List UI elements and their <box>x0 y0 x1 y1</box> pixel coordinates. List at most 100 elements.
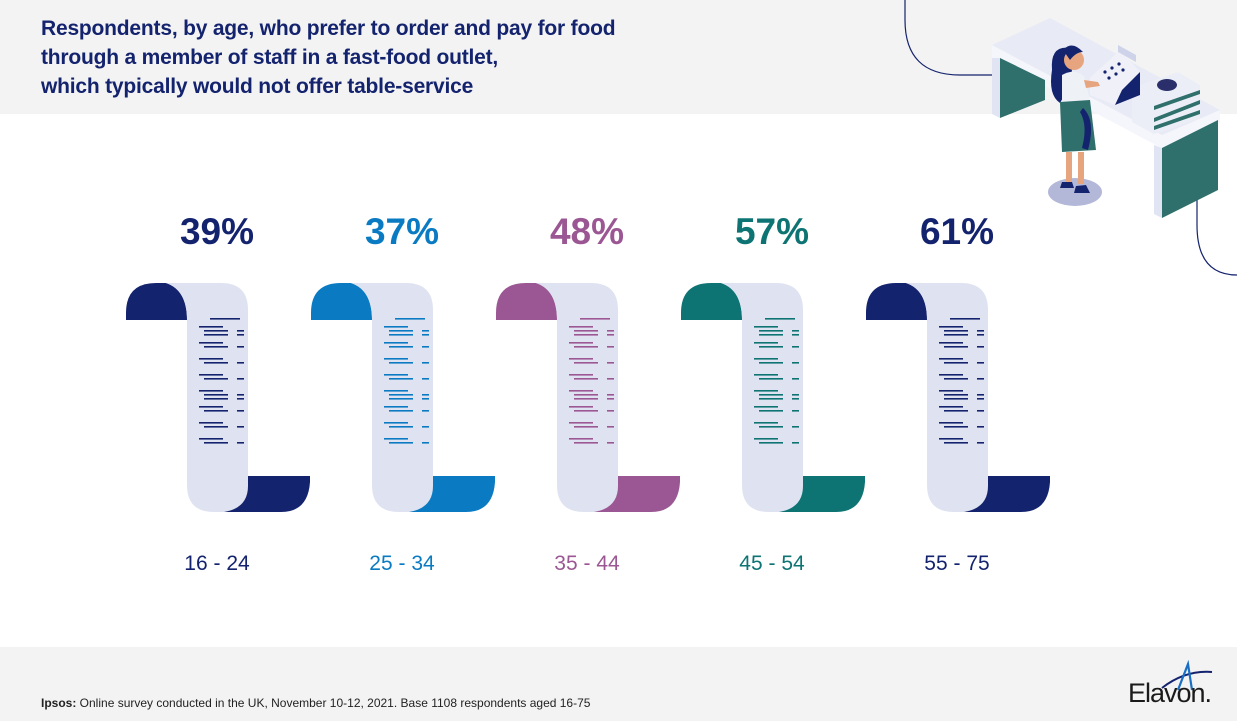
logo-swoosh-icon <box>1161 660 1213 691</box>
receipt-line <box>759 330 783 332</box>
receipt-line <box>204 378 228 380</box>
receipt-line <box>939 342 963 344</box>
receipt-price <box>977 330 984 332</box>
receipt-line <box>944 378 968 380</box>
receipt-line <box>199 390 223 392</box>
category-label: 45 - 54 <box>739 552 805 575</box>
logo-text: Elavon. <box>1128 678 1212 708</box>
receipt-price <box>977 334 984 336</box>
receipt-line <box>574 442 598 444</box>
receipt-line <box>384 390 408 392</box>
receipt-line <box>759 410 783 412</box>
receipt-price <box>237 394 244 396</box>
receipt-line <box>204 442 228 444</box>
receipt-line <box>389 442 413 444</box>
counter-right-leg <box>1162 120 1218 218</box>
receipt-line <box>939 374 963 376</box>
receipt-price <box>607 334 614 336</box>
receipt-price <box>607 410 614 412</box>
value-label: 39% <box>180 211 254 252</box>
receipt-price <box>237 442 244 444</box>
receipt-header-line <box>210 318 240 320</box>
receipt-line <box>384 374 408 376</box>
counter-left-panel <box>1000 58 1045 118</box>
receipt-line <box>574 330 598 332</box>
receipt-paper <box>526 283 618 512</box>
receipt-line <box>759 394 783 396</box>
receipt-line <box>754 406 778 408</box>
receipt-line <box>754 326 778 328</box>
receipt-line <box>204 394 228 396</box>
receipt-price <box>237 362 244 364</box>
decorative-curve-bottom <box>1196 200 1237 276</box>
receipt-price <box>977 378 984 380</box>
value-label: 61% <box>920 211 994 252</box>
receipt-line <box>389 378 413 380</box>
receipt-header-line <box>580 318 610 320</box>
receipt-line <box>754 342 778 344</box>
receipt-price <box>792 426 799 428</box>
receipt-price <box>792 362 799 364</box>
receipt-line <box>759 442 783 444</box>
receipt-bottom-tab <box>779 476 865 512</box>
receipt-line <box>574 346 598 348</box>
stack-stripe-2 <box>1154 90 1200 110</box>
receipt-line <box>384 422 408 424</box>
receipt-line <box>389 426 413 428</box>
title-line-2: through a member of staff in a fast-food… <box>41 46 499 69</box>
receipt-price <box>237 334 244 336</box>
receipt-line <box>389 394 413 396</box>
receipt-line <box>574 362 598 364</box>
receipt-price <box>792 394 799 396</box>
receipt-price <box>977 442 984 444</box>
decorative-curve-top <box>904 0 995 76</box>
receipt-line <box>569 390 593 392</box>
receipt-price <box>607 346 614 348</box>
receipt-line <box>384 358 408 360</box>
receipt-price <box>237 426 244 428</box>
receipt-line <box>574 394 598 396</box>
receipt-line <box>574 398 598 400</box>
receipt-line <box>199 406 223 408</box>
category-label: 55 - 75 <box>924 552 989 575</box>
receipt-line <box>389 346 413 348</box>
receipt-line <box>389 398 413 400</box>
receipt-line <box>944 442 968 444</box>
receipts-group: 39% 16 - 24 37% 25 - 34 48% 35 - 44 57% 45 - 54… <box>126 211 1050 575</box>
receipt-price <box>607 398 614 400</box>
receipt-line <box>754 422 778 424</box>
receipt-price <box>422 378 429 380</box>
receipt-line <box>569 342 593 344</box>
receipt-top-curl <box>496 283 557 320</box>
receipt-line <box>569 438 593 440</box>
receipt-line <box>759 346 783 348</box>
receipt-price <box>237 410 244 412</box>
receipt-price <box>977 346 984 348</box>
receipt-price <box>607 330 614 332</box>
receipt-price <box>422 334 429 336</box>
receipt-line <box>759 398 783 400</box>
receipt-price <box>422 426 429 428</box>
receipt-price <box>422 394 429 396</box>
receipt-line <box>574 426 598 428</box>
receipt-price <box>607 394 614 396</box>
receipt-line <box>204 410 228 412</box>
value-label: 48% <box>550 211 624 252</box>
receipt-line <box>759 362 783 364</box>
receipt-bottom-tab <box>409 476 495 512</box>
receipt-bottom-tab <box>964 476 1050 512</box>
receipt-price <box>792 398 799 400</box>
receipt-bottom-tab <box>224 476 310 512</box>
receipt-line <box>384 406 408 408</box>
receipt-bottom-tab <box>594 476 680 512</box>
receipt-price <box>607 442 614 444</box>
receipt-line <box>754 358 778 360</box>
receipt-line <box>754 374 778 376</box>
category-label: 25 - 34 <box>369 552 435 575</box>
receipt-line <box>939 422 963 424</box>
receipt-line <box>569 406 593 408</box>
receipt-line <box>944 346 968 348</box>
receipt-line <box>199 422 223 424</box>
receipt-line <box>944 362 968 364</box>
receipt-line <box>389 330 413 332</box>
